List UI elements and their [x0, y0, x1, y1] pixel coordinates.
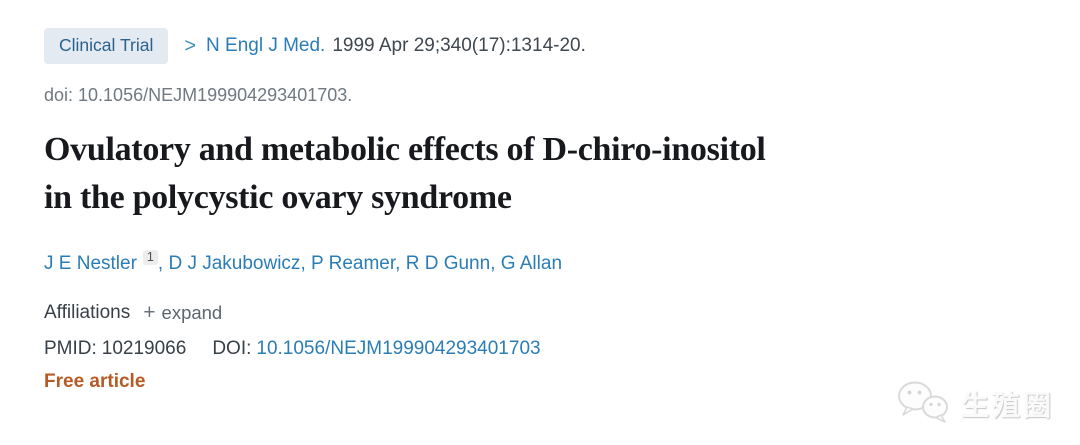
- citation-text: 1999 Apr 29;340(17):1314-20.: [332, 35, 586, 56]
- author-separator: ,: [395, 253, 406, 274]
- author-link[interactable]: D J Jakubowicz: [168, 253, 301, 274]
- doi-group: DOI: 10.1056/NEJM199904293401703: [212, 338, 540, 359]
- author-separator: ,: [490, 253, 501, 274]
- identifiers-row: PMID: 10219066 DOI: 10.1056/NEJM19990429340…: [44, 338, 1034, 360]
- publication-type-badge[interactable]: Clinical Trial: [44, 28, 169, 64]
- doi-line: doi: 10.1056/NEJM199904293401703.: [44, 85, 353, 105]
- author-separator: ,: [300, 253, 311, 274]
- wechat-icon: [897, 381, 948, 423]
- doi-label: DOI:: [212, 338, 252, 359]
- chevron-right-icon: >: [184, 34, 197, 57]
- article-title: Ovulatory and metabolic effects of D-chi…: [44, 126, 1034, 222]
- author-link[interactable]: G Allan: [500, 253, 563, 274]
- article-summary: Clinical Trial > N Engl J Med. 1999 Apr …: [44, 28, 1034, 393]
- affiliations-label: Affiliations: [44, 302, 131, 323]
- pmid-label: PMID:: [44, 338, 97, 359]
- affiliations-row: Affiliations + expand: [44, 301, 1034, 325]
- affiliations-expand-button[interactable]: + expand: [143, 301, 222, 325]
- authors-list: J E Nestler 1, D J Jakubowicz, P Reamer, …: [44, 250, 1034, 275]
- watermark-text: 生殖圈: [960, 390, 1054, 421]
- journal-citation-row: Clinical Trial > N Engl J Med. 1999 Apr …: [44, 28, 1034, 64]
- pmid-group: PMID: 10219066: [44, 338, 186, 359]
- article-title-line1: Ovulatory and metabolic effects of D-chi…: [44, 131, 766, 168]
- author-affiliation-sup[interactable]: 1: [142, 250, 158, 265]
- author-link[interactable]: J E Nestler: [44, 253, 137, 274]
- article-title-line2: in the polycystic ovary syndrome: [44, 179, 512, 216]
- doi-link[interactable]: 10.1056/NEJM199904293401703: [256, 338, 541, 359]
- journal-name-link[interactable]: N Engl J Med.: [206, 35, 326, 56]
- author-link[interactable]: R D Gunn: [405, 253, 491, 274]
- author-separator: ,: [157, 253, 169, 274]
- free-article-badge: Free article: [44, 371, 146, 392]
- plus-icon: +: [143, 301, 156, 324]
- pmid-value: 10219066: [101, 338, 187, 359]
- watermark: 生殖圈: [895, 379, 1054, 429]
- author-link[interactable]: P Reamer: [311, 253, 396, 274]
- expand-label: expand: [161, 302, 223, 323]
